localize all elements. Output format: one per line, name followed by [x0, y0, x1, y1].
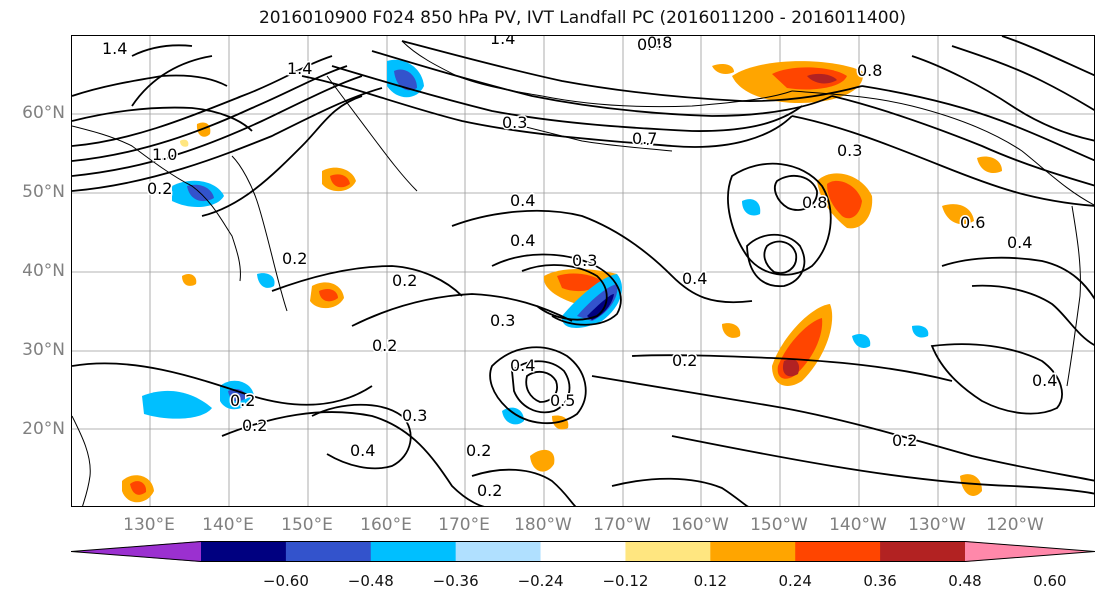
- contour-label: 0.2: [147, 179, 172, 198]
- contour-label: 0.3: [572, 251, 597, 270]
- colorbar-extend-low: [71, 541, 201, 562]
- colorbar-tick-label: 0.60: [1033, 572, 1067, 590]
- contour-label: 0.6: [960, 213, 985, 232]
- map-title: 2016010900 F024 850 hPa PV, IVT Landfall…: [258, 8, 906, 28]
- contour-label: 0.2: [230, 391, 255, 410]
- colorbar: [70, 541, 1096, 562]
- colorbar-tick-label: −0.48: [347, 572, 394, 590]
- contour-label: 1.4: [490, 36, 515, 48]
- contour-label: 0.3: [402, 406, 427, 425]
- colorbar-tick-label: −0.24: [517, 572, 564, 590]
- colorbar-bin: [201, 541, 287, 562]
- map-panel: 1.4 1.4 0.4 0.8 1.4 0.8 1.0 0.2 0.3 0.7 0.3 0.8 0.6 0…: [71, 35, 1095, 507]
- contour-label-layer: 1.41.40.40.81.40.81.00.20.30.70.30.80.60…: [101, 36, 1059, 502]
- lat-label-50n: 50°N: [22, 182, 65, 202]
- lat-label-20n: 20°N: [22, 419, 65, 439]
- contour-label: 0.4: [637, 36, 662, 54]
- lon-label-160w: 160°W: [671, 515, 729, 535]
- colorbar-bin: [795, 541, 881, 562]
- lat-label-40n: 40°N: [22, 261, 65, 281]
- lat-label-60n: 60°N: [22, 103, 65, 123]
- lon-label-120w: 120°W: [986, 515, 1044, 535]
- lon-label-170w: 170°W: [593, 515, 651, 535]
- colorbar-tick-label: 0.12: [693, 572, 728, 590]
- graticule: [72, 36, 1094, 506]
- coastlines: [72, 40, 1094, 506]
- contour-label: 0.2: [242, 416, 267, 435]
- contour-label: 0.2: [372, 336, 397, 355]
- colorbar-bin: [285, 541, 372, 562]
- contour-label: 0.2: [477, 481, 502, 500]
- contour-label: 0.8: [857, 61, 882, 80]
- contour-label: 1.0: [152, 145, 177, 164]
- lon-label-150w: 150°W: [750, 515, 808, 535]
- contour-label: 0.3: [490, 311, 515, 330]
- lon-label-160e: 160°E: [360, 515, 412, 535]
- colorbar-tick-label: −0.12: [602, 572, 649, 590]
- lon-label-130e: 130°E: [123, 515, 175, 535]
- lat-label-30n: 30°N: [22, 340, 65, 360]
- contour-label: 0.7: [632, 129, 657, 148]
- contour-label: 0.4: [1007, 233, 1032, 252]
- contour-label: 0.2: [392, 271, 417, 290]
- contour-label: 0.4: [1032, 371, 1057, 390]
- contour-label: 0.4: [510, 231, 535, 250]
- contour-label: 0.2: [892, 431, 917, 450]
- lon-label-180w: 180°W: [514, 515, 572, 535]
- contour-label: 0.8: [802, 193, 827, 212]
- colorbar-bin: [710, 541, 796, 562]
- contour-label: 1.4: [287, 59, 312, 78]
- lon-label-140w: 140°W: [829, 515, 887, 535]
- contour-label: 0.8: [647, 36, 672, 52]
- colorbar-bin: [880, 541, 966, 562]
- colorbar-tick-label: 0.24: [778, 572, 812, 590]
- contour-label: 0.3: [837, 141, 862, 160]
- contour-label: 0.3: [502, 113, 527, 132]
- contour-label: 0.2: [466, 441, 491, 460]
- colorbar-graphic: [70, 541, 1096, 562]
- anomaly-south-blue: [142, 390, 212, 419]
- colorbar-bin: [625, 541, 711, 562]
- contour-label: 0.2: [282, 249, 307, 268]
- contour-label: 0.2: [672, 351, 697, 370]
- colorbar-bin: [370, 541, 457, 562]
- pc-shading: [122, 59, 1002, 503]
- pv-contours: [72, 36, 1094, 506]
- contour-label: 0.4: [350, 441, 375, 460]
- colorbar-bin: [455, 541, 542, 562]
- contour-label: 0.4: [510, 191, 535, 210]
- colorbar-tick-label: −0.60: [262, 572, 309, 590]
- lon-label-170e: 170°E: [438, 515, 490, 535]
- contour-label: 0.4: [682, 269, 707, 288]
- contour-label: 0.4: [510, 356, 535, 375]
- contour-label: 1.4: [102, 39, 127, 58]
- colorbar-extend-high: [965, 541, 1095, 562]
- lon-label-130w: 130°W: [908, 515, 966, 535]
- colorbar-tick-label: −0.36: [432, 572, 479, 590]
- map-canvas: 1.41.40.40.81.40.81.00.20.30.70.30.80.60…: [72, 36, 1094, 506]
- contour-label: 0.5: [550, 391, 575, 410]
- colorbar-bin: [540, 541, 626, 562]
- lon-label-150e: 150°E: [281, 515, 333, 535]
- colorbar-tick-label: 0.48: [948, 572, 982, 590]
- lon-label-140e: 140°E: [202, 515, 254, 535]
- colorbar-tick-label: 0.36: [863, 572, 897, 590]
